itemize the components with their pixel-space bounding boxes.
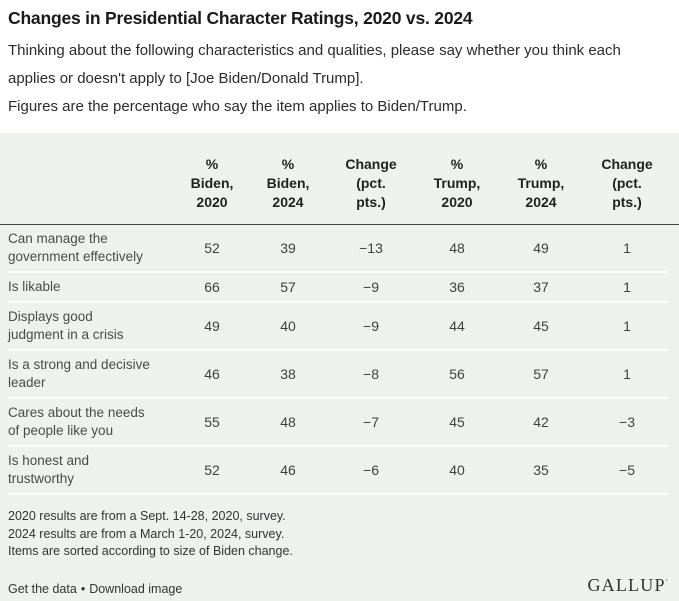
cell-biden-2020: 52 — [204, 240, 220, 256]
column-header-trump-2024: % Trump, 2024 — [517, 156, 565, 210]
row-label: Is a strong and decisive leader — [8, 357, 150, 390]
get-the-data-link[interactable]: Get the data — [8, 581, 77, 596]
table-row: Can manage the government effectively 52… — [8, 225, 668, 273]
cell-biden-2024: 48 — [280, 414, 296, 430]
column-header-biden-2020: % Biden, 2020 — [190, 156, 234, 210]
table-header-row: % Biden, 2020 % Biden, 2024 Change (pct.… — [8, 133, 668, 224]
cell-trump-2024: 49 — [533, 240, 549, 256]
cell-biden-change: −6 — [363, 462, 379, 478]
footer-links: Get the data • Download image — [8, 582, 182, 596]
table-panel: % Biden, 2020 % Biden, 2024 Change (pct.… — [0, 133, 679, 601]
cell-trump-change: 1 — [623, 366, 631, 382]
cell-trump-2024: 35 — [533, 462, 549, 478]
cell-trump-2020: 45 — [449, 414, 465, 430]
cell-trump-change: −5 — [619, 462, 635, 478]
cell-trump-2020: 56 — [449, 366, 465, 382]
cell-biden-2024: 46 — [280, 462, 296, 478]
cell-biden-2020: 52 — [204, 462, 220, 478]
table-row: Cares about the needs of people like you… — [8, 399, 668, 447]
footnotes: 2020 results are from a Sept. 14-28, 202… — [8, 508, 671, 561]
table-row: Is a strong and decisive leader 46 38 −8… — [8, 351, 668, 399]
footnote-line: 2024 results are from a March 1-20, 2024… — [8, 526, 285, 541]
cell-biden-change: −13 — [359, 240, 383, 256]
footnote-line: Items are sorted according to size of Bi… — [8, 544, 293, 558]
table-row: Is likable 66 57 −9 36 37 1 — [8, 273, 668, 303]
cell-trump-2020: 36 — [449, 279, 465, 295]
cell-biden-change: −8 — [363, 366, 379, 382]
trademark-mark: ’ — [665, 577, 668, 586]
cell-trump-change: 1 — [623, 279, 631, 295]
table-row: Displays good judgment in a crisis 49 40… — [8, 303, 668, 351]
description-question: Thinking about the following characteris… — [8, 42, 621, 87]
row-label: Cares about the needs of people like you — [8, 405, 145, 438]
chart-description: Thinking about the following characteris… — [8, 37, 663, 121]
cell-biden-2020: 55 — [204, 414, 220, 430]
cell-biden-2020: 66 — [204, 279, 220, 295]
cell-trump-2020: 48 — [449, 240, 465, 256]
cell-trump-2024: 42 — [533, 414, 549, 430]
row-label: Can manage the government effectively — [8, 231, 143, 264]
cell-biden-change: −9 — [363, 279, 379, 295]
chart-header-section: Changes in Presidential Character Rating… — [0, 0, 679, 133]
gallup-logo-text: GALLUP — [587, 574, 666, 595]
cell-biden-2020: 46 — [204, 366, 220, 382]
cell-biden-change: −9 — [363, 318, 379, 334]
description-note: Figures are the percentage who say the i… — [8, 98, 467, 115]
cell-trump-change: 1 — [623, 318, 631, 334]
column-header-trump-change: Change (pct. pts.) — [601, 156, 653, 210]
cell-biden-2024: 39 — [280, 240, 296, 256]
cell-biden-2024: 57 — [280, 279, 296, 295]
cell-trump-change: −3 — [619, 414, 635, 430]
cell-biden-2024: 40 — [280, 318, 296, 334]
gallup-logo: GALLUP’ — [587, 575, 668, 596]
column-header-biden-2024: % Biden, 2024 — [266, 156, 310, 210]
cell-trump-2024: 45 — [533, 318, 549, 334]
cell-trump-2020: 44 — [449, 318, 465, 334]
row-label: Is likable — [8, 279, 61, 294]
chart-footer: Get the data • Download image GALLUP’ — [8, 575, 668, 596]
page-title: Changes in Presidential Character Rating… — [8, 8, 473, 28]
column-header-biden-change: Change (pct. pts.) — [345, 156, 397, 210]
bullet-separator: • — [80, 581, 86, 596]
cell-trump-change: 1 — [623, 240, 631, 256]
cell-trump-2020: 40 — [449, 462, 465, 478]
cell-trump-2024: 37 — [533, 279, 549, 295]
column-header-trump-2020: % Trump, 2020 — [433, 156, 481, 210]
footnote-line: 2020 results are from a Sept. 14-28, 202… — [8, 509, 286, 523]
cell-biden-change: −7 — [363, 414, 379, 430]
table-row: Is honest and trustworthy 52 46 −6 40 35… — [8, 447, 668, 495]
download-image-link[interactable]: Download image — [89, 581, 183, 596]
cell-biden-2020: 49 — [204, 318, 220, 334]
row-label: Displays good judgment in a crisis — [8, 309, 124, 342]
column-header-items — [8, 155, 172, 212]
header-divider — [0, 224, 679, 225]
row-label: Is honest and trustworthy — [8, 453, 90, 486]
cell-biden-2024: 38 — [280, 366, 296, 382]
cell-trump-2024: 57 — [533, 366, 549, 382]
